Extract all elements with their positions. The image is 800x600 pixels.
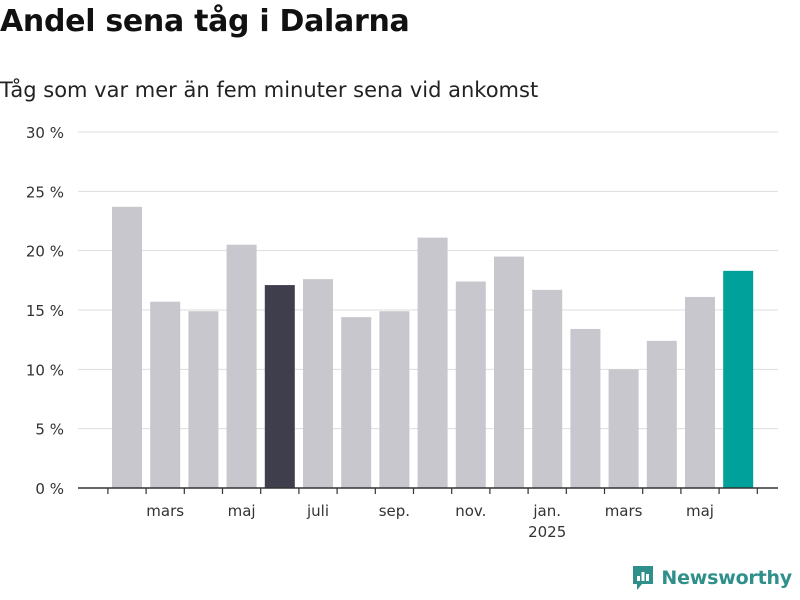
bar bbox=[303, 279, 333, 488]
y-tick-label: 5 % bbox=[35, 421, 64, 439]
bar bbox=[264, 285, 295, 488]
chart-subtitle: Tåg som var mer än fem minuter sena vid … bbox=[0, 78, 539, 102]
newsworthy-logo-icon bbox=[633, 566, 654, 590]
x-tick-year-label: 2025 bbox=[528, 523, 566, 541]
x-tick-label: mars bbox=[146, 502, 184, 520]
y-tick-label: 30 % bbox=[26, 124, 64, 142]
bar bbox=[570, 328, 601, 488]
bar bbox=[150, 301, 181, 488]
x-tick-label: nov. bbox=[455, 502, 486, 520]
y-tick-label: 25 % bbox=[26, 183, 64, 201]
bar bbox=[646, 340, 677, 488]
y-tick-label: 15 % bbox=[26, 302, 64, 320]
bar bbox=[341, 317, 372, 488]
bar bbox=[494, 256, 524, 488]
x-tick-label: sep. bbox=[379, 502, 410, 520]
bar bbox=[723, 270, 754, 488]
y-tick-label: 10 % bbox=[26, 361, 64, 379]
bar bbox=[417, 237, 448, 488]
bar bbox=[608, 369, 639, 488]
bar bbox=[685, 296, 715, 488]
bar bbox=[532, 289, 563, 488]
brand-name: Newsworthy bbox=[661, 567, 792, 589]
x-tick-label: maj bbox=[686, 502, 714, 520]
bar bbox=[455, 281, 486, 488]
x-tick-label: juli bbox=[306, 502, 329, 520]
y-tick-label: 0 % bbox=[35, 480, 64, 498]
bar bbox=[379, 311, 410, 488]
chart-title: Andel sena tåg i Dalarna bbox=[0, 4, 410, 39]
bar bbox=[112, 206, 142, 488]
x-tick-label: mars bbox=[605, 502, 643, 520]
bar bbox=[226, 244, 257, 488]
x-tick-label: jan. bbox=[532, 502, 561, 520]
bar bbox=[188, 311, 219, 488]
brand-logo: Newsworthy bbox=[631, 564, 792, 592]
x-tick-label: maj bbox=[228, 502, 256, 520]
y-tick-label: 20 % bbox=[26, 243, 64, 261]
